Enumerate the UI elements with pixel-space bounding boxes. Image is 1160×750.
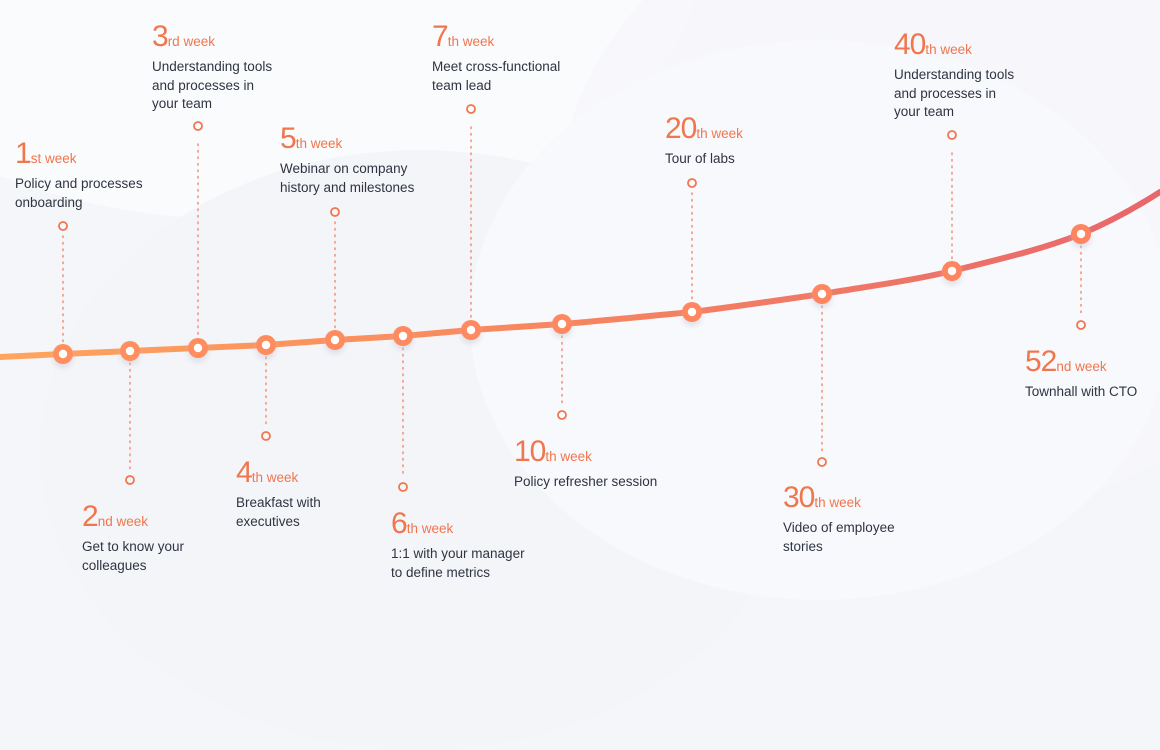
milestone-heading: 20th week: [665, 114, 743, 144]
milestone-week-4: 4th week Breakfast with executives: [236, 458, 321, 531]
milestone-description: Tour of labs: [665, 151, 735, 166]
milestone-number: 5: [280, 122, 297, 155]
milestone-week-3: 3rd week Understanding tools and process…: [152, 22, 272, 114]
milestone-week-5: 5th week Webinar on company history and …: [280, 124, 414, 197]
milestone-suffix: th week: [251, 470, 299, 485]
milestone-description: Breakfast with executives: [236, 495, 321, 529]
milestone-heading: 40th week: [894, 30, 1014, 60]
timeline-curve: [0, 189, 1160, 360]
milestone-suffix: nd week: [1056, 359, 1107, 374]
milestone-description: Webinar on company history and milestone…: [280, 161, 415, 195]
milestone-week-1: 1st week Policy and processes onboarding: [15, 139, 143, 212]
milestone-suffix: th week: [814, 495, 861, 510]
milestone-heading: 10th week: [514, 437, 657, 467]
milestone-number: 30: [783, 481, 815, 514]
milestone-week-40: 40th week Understanding tools and proces…: [894, 30, 1014, 122]
milestone-week-6: 6th week 1:1 with your manager to define…: [391, 509, 525, 582]
milestone-description: Understanding tools and processes in you…: [152, 59, 273, 111]
milestone-number: 4: [236, 456, 253, 489]
milestone-suffix: th week: [925, 42, 972, 57]
milestone-number: 6: [391, 507, 408, 540]
milestone-description: Understanding tools and processes in you…: [894, 67, 1015, 119]
milestone-heading: 6th week: [391, 509, 525, 539]
milestone-number: 7: [432, 20, 449, 53]
milestone-number: 2: [82, 500, 99, 533]
milestone-week-7: 7th week Meet cross-functional team lead: [432, 22, 560, 95]
milestone-description: Video of employee stories: [783, 520, 895, 554]
milestone-heading: 3rd week: [152, 22, 272, 52]
milestone-heading: 2nd week: [82, 502, 184, 532]
milestone-heading: 4th week: [236, 458, 321, 488]
milestone-description: Get to know your colleagues: [82, 539, 185, 573]
milestone-week-20: 20th week Tour of labs: [665, 114, 743, 169]
milestone-description: Meet cross-functional team lead: [432, 59, 561, 93]
milestone-number: 1: [15, 137, 32, 170]
milestone-description: 1:1 with your manager to define metrics: [391, 546, 525, 580]
milestone-suffix: st week: [30, 151, 77, 166]
milestone-heading: 7th week: [432, 22, 560, 52]
milestone-number: 40: [894, 28, 926, 61]
milestone-suffix: th week: [406, 521, 454, 536]
milestone-week-2: 2nd week Get to know your colleagues: [82, 502, 184, 575]
timeline-nodes: [53, 224, 1091, 364]
milestone-heading: 1st week: [15, 139, 143, 169]
milestone-suffix: rd week: [167, 34, 215, 49]
timeline-diagram: [0, 104, 1160, 492]
milestone-description: Policy and processes onboarding: [15, 176, 143, 210]
connector-end-rings: [58, 104, 1086, 492]
milestone-suffix: th week: [545, 449, 592, 464]
milestone-week-10: 10th week Policy refresher session: [514, 437, 657, 492]
milestone-week-52: 52nd week Townhall with CTO: [1025, 347, 1137, 402]
milestone-week-30: 30th week Video of employee stories: [783, 483, 895, 556]
milestone-suffix: th week: [295, 136, 343, 151]
milestone-number: 52: [1025, 345, 1057, 378]
milestone-number: 20: [665, 112, 697, 145]
milestone-heading: 5th week: [280, 124, 414, 154]
milestone-number: 10: [514, 435, 546, 468]
milestone-number: 3: [152, 20, 169, 53]
milestone-heading: 30th week: [783, 483, 895, 513]
milestone-description: Townhall with CTO: [1025, 384, 1138, 399]
milestone-description: Policy refresher session: [514, 474, 658, 489]
milestone-suffix: th week: [696, 126, 743, 141]
connector-lines: [62, 126, 1082, 478]
milestone-suffix: nd week: [97, 514, 148, 529]
milestone-heading: 52nd week: [1025, 347, 1137, 377]
milestone-suffix: th week: [447, 34, 495, 49]
